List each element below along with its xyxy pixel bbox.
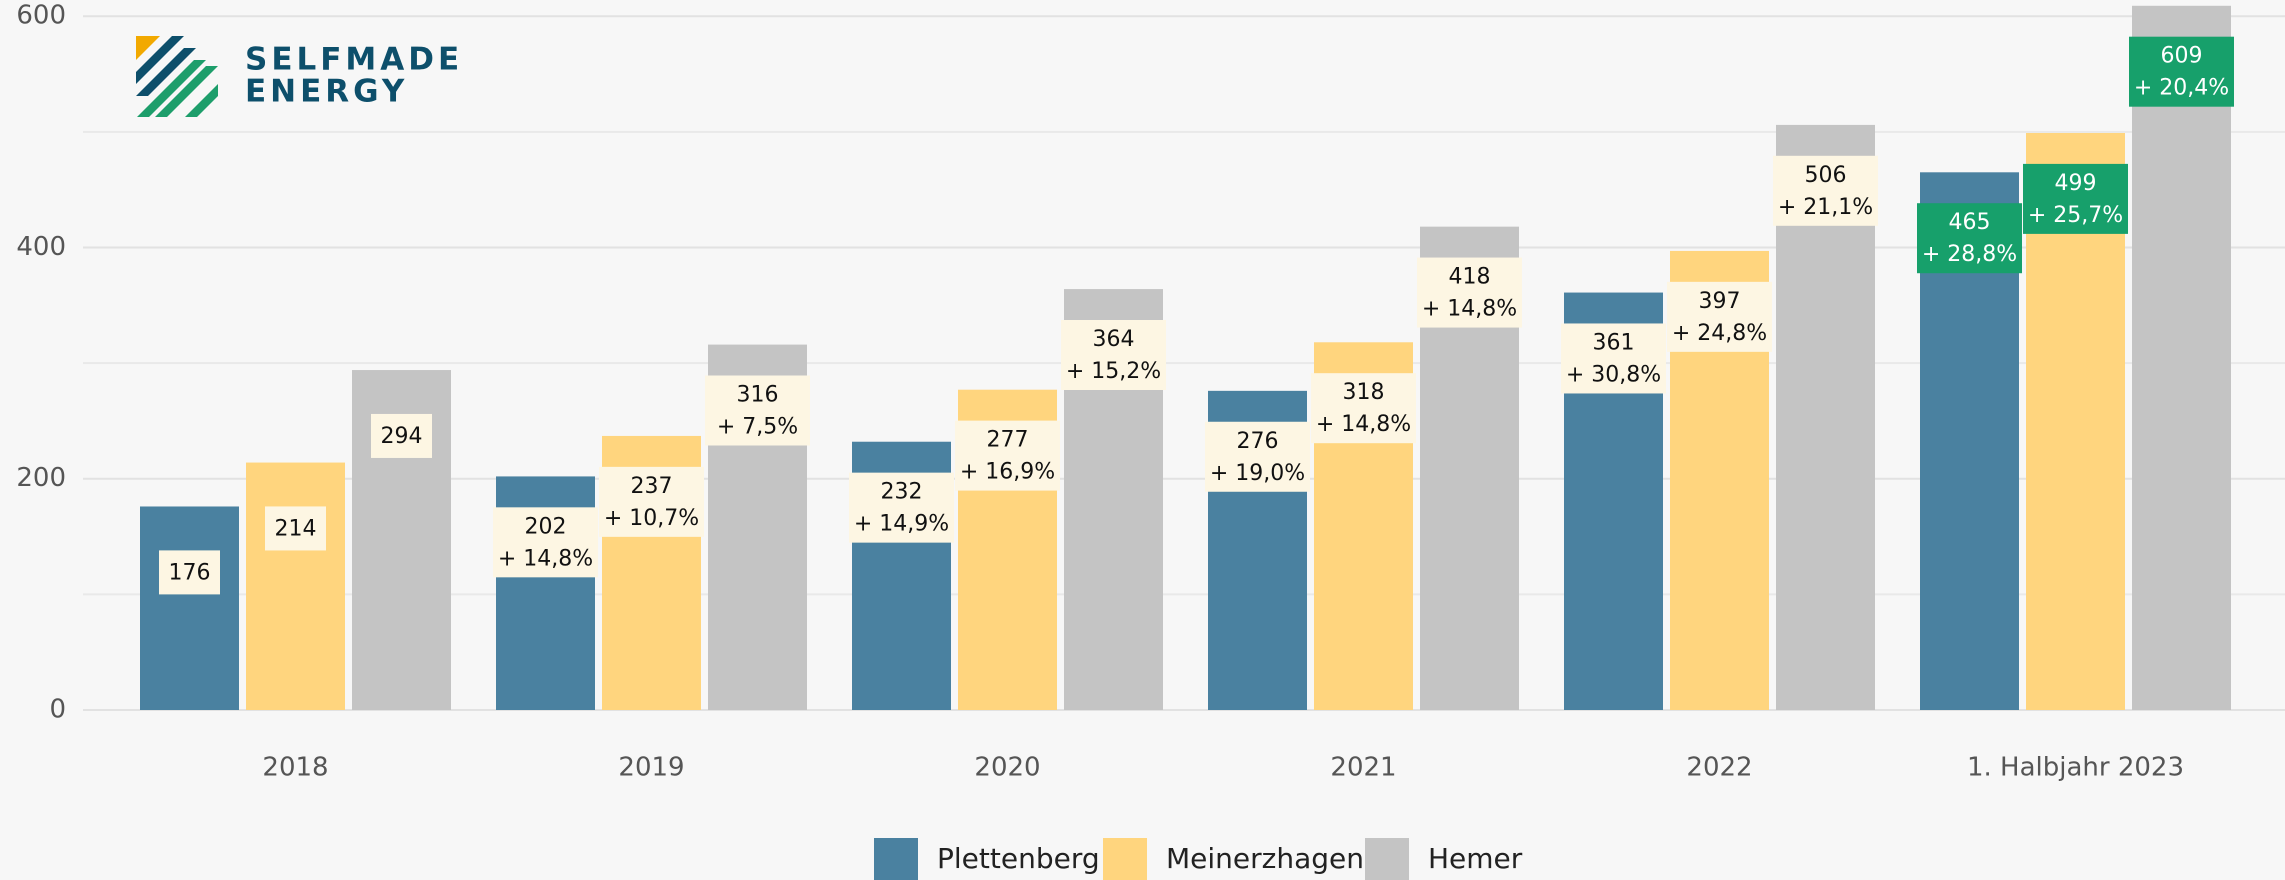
y-tick-label: 400 [16, 232, 66, 262]
data-label: 176 [169, 560, 211, 585]
data-label: 237 [631, 474, 673, 499]
legend-swatch [1103, 838, 1147, 880]
data-label: 397 [1699, 289, 1741, 314]
data-label-box [705, 375, 810, 446]
bar [246, 462, 345, 710]
data-label: 316 [737, 383, 779, 408]
bar [140, 506, 239, 710]
data-label: 506 [1805, 163, 1847, 188]
data-label-box [599, 466, 704, 537]
data-label-box [265, 506, 326, 551]
data-label: 499 [2055, 171, 2097, 196]
change-label: + 14,8% [498, 546, 593, 571]
data-label-box [1311, 373, 1416, 444]
x-tick-label: 2018 [262, 753, 328, 783]
change-label: + 19,0% [1210, 461, 1305, 486]
y-tick-label: 200 [16, 463, 66, 493]
change-label: + 14,9% [854, 512, 949, 537]
data-label: 232 [881, 480, 923, 505]
x-tick-label: 2022 [1686, 753, 1752, 783]
data-label-box [371, 413, 432, 458]
legend-label: Meinerzhagen [1166, 842, 1364, 875]
data-label: 361 [1593, 330, 1635, 355]
data-label-box [1205, 421, 1310, 492]
change-label: + 28,8% [1922, 242, 2017, 267]
data-label-box [1561, 323, 1666, 394]
data-label-box [2129, 36, 2234, 107]
change-label: + 10,7% [604, 506, 699, 531]
data-label-box [2023, 163, 2128, 234]
legend-swatch [1365, 838, 1409, 880]
data-label: 318 [1343, 380, 1385, 405]
change-label: + 14,8% [1422, 297, 1517, 322]
data-label: 609 [2161, 44, 2203, 69]
change-label: + 30,8% [1566, 362, 1661, 387]
change-label: + 15,2% [1066, 359, 1161, 384]
data-label-box [1773, 155, 1878, 226]
legend-label: Plettenberg [937, 842, 1100, 875]
change-label: + 24,8% [1672, 321, 1767, 346]
data-label: 202 [525, 514, 567, 539]
data-label-box [1417, 257, 1522, 328]
x-tick-label: 2019 [618, 753, 684, 783]
change-label: + 25,7% [2028, 203, 2123, 228]
data-label-box [493, 507, 598, 578]
legend-label: Hemer [1428, 842, 1523, 875]
legend-swatch [874, 838, 918, 880]
x-tick-label: 1. Halbjahr 2023 [1967, 753, 2184, 783]
data-label: 276 [1237, 429, 1279, 454]
data-label: 465 [1949, 210, 1991, 235]
logo-icon [136, 36, 218, 117]
logo-text: ENERGY [245, 74, 408, 110]
logo-text: SELFMADE [245, 42, 463, 78]
bar [2132, 5, 2231, 711]
data-label-box [955, 420, 1060, 491]
change-label: + 20,4% [2134, 76, 2229, 101]
y-tick-label: 600 [16, 1, 66, 31]
y-tick-label: 0 [49, 695, 66, 725]
data-label: 418 [1449, 265, 1491, 290]
data-label: 277 [987, 428, 1029, 453]
change-label: + 21,1% [1778, 195, 1873, 220]
change-label: + 14,8% [1316, 412, 1411, 437]
data-label-box [1061, 320, 1166, 390]
data-label-box [1917, 203, 2022, 274]
data-label: 364 [1093, 327, 1135, 352]
data-label-box [159, 550, 220, 595]
data-label-box [849, 472, 954, 543]
change-label: + 16,9% [960, 460, 1055, 485]
data-label-box [1667, 281, 1772, 352]
x-tick-label: 2021 [1330, 753, 1396, 783]
data-label: 294 [381, 424, 423, 449]
data-label: 214 [275, 516, 317, 541]
change-label: + 7,5% [717, 415, 798, 440]
x-tick-label: 2020 [974, 753, 1040, 783]
